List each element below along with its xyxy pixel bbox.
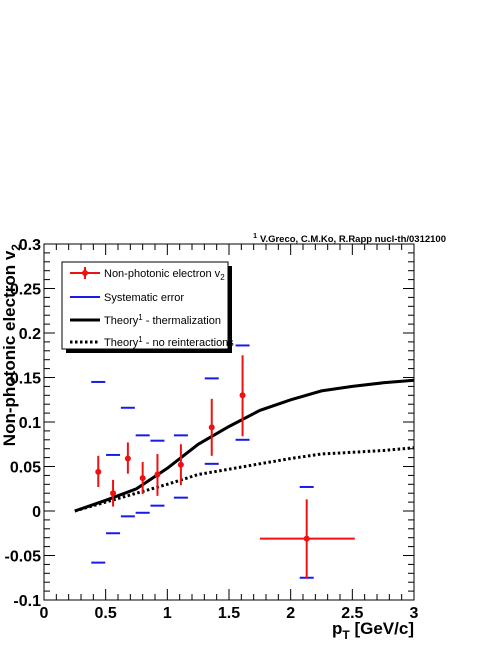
reference-annotation: 1 V.Greco, C.M.Ko, R.Rapp nucl-th/0312100 — [253, 233, 446, 245]
y-tick-label: 0.25 — [10, 282, 41, 299]
x-axis-title-sub: T — [342, 628, 350, 642]
legend-label-main: Systematic error — [104, 292, 184, 304]
legend-label-main: Theory — [104, 315, 139, 327]
data-point — [208, 424, 215, 431]
data-point — [154, 471, 161, 478]
data-point — [124, 455, 131, 462]
legend-label: Systematic error — [104, 292, 184, 304]
data-point — [139, 475, 146, 482]
x-tick-label: 0 — [40, 605, 49, 622]
legend-label-main: Theory — [104, 337, 139, 349]
theory-no-reinteractions-line — [74, 446, 415, 513]
y-tick-label: -0.05 — [5, 549, 42, 566]
x-tick-label: 1.5 — [218, 605, 240, 622]
legend-label-main: Non-photonic electron v — [104, 268, 221, 280]
legend-label: Theory1 - thermalization — [104, 313, 221, 327]
data-points — [95, 355, 355, 579]
y-tick-label: 0 — [32, 504, 41, 521]
data-point — [110, 490, 117, 497]
legend-label-sup: 1 — [138, 313, 143, 322]
data-point — [177, 461, 184, 468]
theory-thermalization-line — [74, 378, 415, 513]
legend-label: Theory1 - no reinteractions — [104, 335, 234, 349]
legend-label-sub: 2 — [220, 273, 225, 282]
y-tick-label: 0.2 — [19, 326, 41, 343]
legend-label-tail: - thermalization — [143, 315, 221, 327]
y-tick-label: 0.05 — [10, 460, 41, 477]
data-point — [303, 535, 310, 542]
y-tick-label: 0.15 — [10, 371, 41, 388]
x-axis-title: pT [GeV/c] — [332, 619, 414, 642]
reference-text: V.Greco, C.M.Ko, R.Rapp nucl-th/0312100 — [260, 234, 446, 245]
legend-box — [61, 261, 229, 350]
legend-label-tail: - no reinteractions — [143, 337, 235, 349]
y-axis-title: Non-photonic electron v2 — [0, 244, 23, 447]
y-tick-label: 0.3 — [19, 237, 41, 254]
theory-curves — [74, 378, 415, 513]
y-tick-label: -0.1 — [13, 593, 41, 610]
legend-label: Non-photonic electron v2 — [104, 268, 225, 282]
x-tick-label: 3 — [410, 605, 419, 622]
x-tick-label: 1 — [163, 605, 172, 622]
axis-ticks — [43, 243, 415, 601]
reference-superscript: 1 — [253, 233, 257, 240]
y-axis-title-sub: 2 — [9, 244, 23, 251]
legend: Non-photonic electron v2 Systematic error… — [61, 261, 234, 353]
x-tick-label: 2 — [286, 605, 295, 622]
y-axis-title-main: Non-photonic electron v — [0, 250, 19, 446]
x-axis-title-rest: [GeV/c] — [350, 619, 414, 638]
y-tick-label: 0.1 — [19, 415, 41, 432]
tick-labels: 0 0.5 1 1.5 2 2.5 3 -0.1 -0.05 0 0.05 0.1 0.15 0.2 0.2… — [5, 237, 419, 622]
x-axis-title-main: p — [332, 619, 342, 638]
data-point — [95, 468, 102, 475]
data-point — [239, 392, 246, 399]
x-tick-label: 0.5 — [95, 605, 117, 622]
legend-marker-dot — [82, 270, 88, 276]
legend-label-sup: 1 — [138, 335, 143, 344]
x-tick-label: 2.5 — [341, 605, 363, 622]
